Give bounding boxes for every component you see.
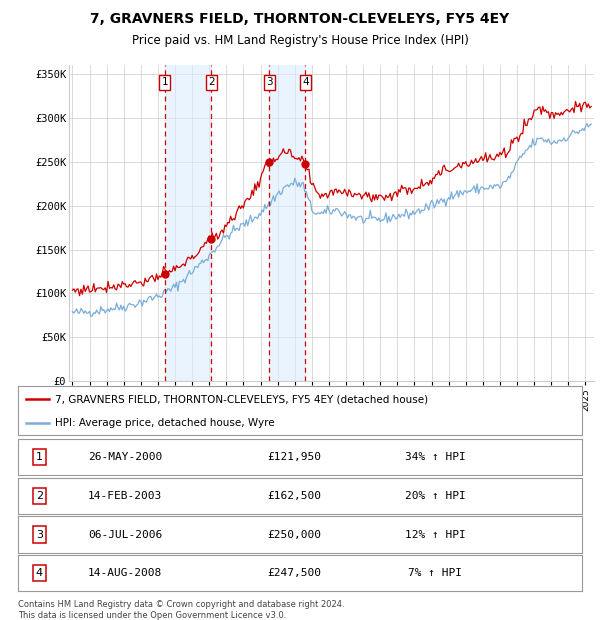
- Text: 06-JUL-2006: 06-JUL-2006: [88, 529, 162, 539]
- Text: £162,500: £162,500: [268, 491, 322, 501]
- Text: 26-MAY-2000: 26-MAY-2000: [88, 452, 162, 462]
- Text: 14-FEB-2003: 14-FEB-2003: [88, 491, 162, 501]
- Text: 20% ↑ HPI: 20% ↑ HPI: [405, 491, 466, 501]
- Text: 3: 3: [266, 78, 272, 87]
- Text: 7% ↑ HPI: 7% ↑ HPI: [409, 569, 463, 578]
- Text: 7, GRAVNERS FIELD, THORNTON-CLEVELEYS, FY5 4EY (detached house): 7, GRAVNERS FIELD, THORNTON-CLEVELEYS, F…: [55, 394, 428, 404]
- Text: 3: 3: [36, 529, 43, 539]
- Text: 2: 2: [208, 78, 215, 87]
- Bar: [269, 65, 305, 381]
- Text: 7, GRAVNERS FIELD, THORNTON-CLEVELEYS, FY5 4EY: 7, GRAVNERS FIELD, THORNTON-CLEVELEYS, F…: [91, 12, 509, 27]
- Text: HPI: Average price, detached house, Wyre: HPI: Average price, detached house, Wyre: [55, 418, 274, 428]
- Text: £121,950: £121,950: [268, 452, 322, 462]
- Text: £250,000: £250,000: [268, 529, 322, 539]
- Text: 34% ↑ HPI: 34% ↑ HPI: [405, 452, 466, 462]
- Bar: [165, 65, 211, 381]
- Text: 1: 1: [161, 78, 168, 87]
- Text: 14-AUG-2008: 14-AUG-2008: [88, 569, 162, 578]
- Text: £247,500: £247,500: [268, 569, 322, 578]
- Text: Price paid vs. HM Land Registry's House Price Index (HPI): Price paid vs. HM Land Registry's House …: [131, 34, 469, 47]
- Text: Contains HM Land Registry data © Crown copyright and database right 2024.: Contains HM Land Registry data © Crown c…: [18, 600, 344, 609]
- Text: 2: 2: [36, 491, 43, 501]
- Text: 4: 4: [36, 569, 43, 578]
- Text: This data is licensed under the Open Government Licence v3.0.: This data is licensed under the Open Gov…: [18, 611, 286, 620]
- Text: 4: 4: [302, 78, 308, 87]
- Text: 12% ↑ HPI: 12% ↑ HPI: [405, 529, 466, 539]
- Text: 1: 1: [36, 452, 43, 462]
